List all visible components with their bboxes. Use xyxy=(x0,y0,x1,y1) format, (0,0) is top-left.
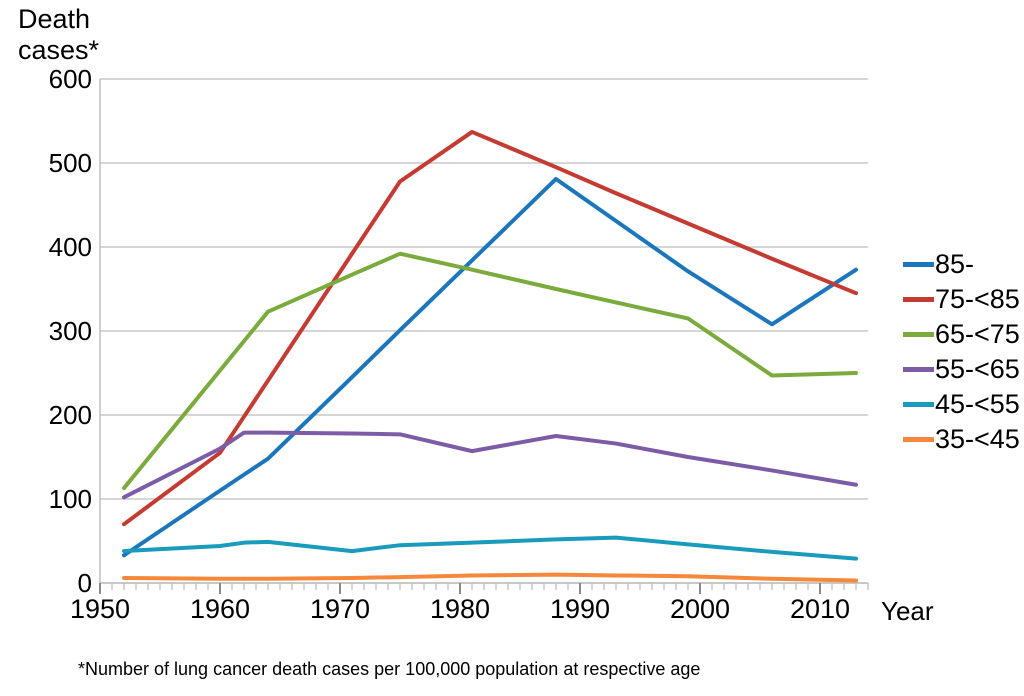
footnote: *Number of lung cancer death cases per 1… xyxy=(78,659,701,679)
horizontal-gridlines xyxy=(100,78,868,584)
y-tick-label-300: 300 xyxy=(48,316,92,346)
x-tick-label-1950: 1950 xyxy=(69,594,131,624)
series-line-65-<75 xyxy=(122,251,858,491)
data-series-lines xyxy=(122,129,858,583)
legend-label: 65-<75 xyxy=(935,319,1020,349)
y-tick-label-0: 0 xyxy=(77,568,92,598)
legend: 85- 75-<85 65-<75 55-<65 45-<55 35-<45 xyxy=(903,247,1020,457)
legend-swatch-icon xyxy=(903,332,934,337)
legend-swatch-icon xyxy=(903,297,934,302)
x-tick-label-1970: 1970 xyxy=(309,594,371,624)
y-tick-label-500: 500 xyxy=(48,148,92,178)
legend-item-85-: 85- xyxy=(903,247,1020,282)
legend-label: 85- xyxy=(935,249,975,279)
series-line-45-<55 xyxy=(122,535,858,561)
x-tick-label-1960: 1960 xyxy=(189,594,251,624)
axes xyxy=(99,79,868,593)
legend-item-45-<55: 45-<55 xyxy=(903,387,1020,422)
series-line-85- xyxy=(122,176,858,558)
legend-item-55-<65: 55-<65 xyxy=(903,352,1020,387)
legend-label: 45-<55 xyxy=(935,389,1020,419)
legend-item-35-<45: 35-<45 xyxy=(903,422,1020,457)
series-line-75-<85 xyxy=(122,129,858,527)
y-axis-title: Death cases* xyxy=(18,4,100,65)
x-tick-label-1980: 1980 xyxy=(429,594,491,624)
x-axis-title: Year xyxy=(881,596,934,626)
series-line-35-<45 xyxy=(122,572,858,583)
legend-label: 75-<85 xyxy=(935,284,1020,314)
y-tick-label-400: 400 xyxy=(48,232,92,262)
series-line-55-<65 xyxy=(122,430,858,500)
legend-item-65-<75: 65-<75 xyxy=(903,317,1020,352)
legend-item-75-<85: 75-<85 xyxy=(903,282,1020,317)
legend-swatch-icon xyxy=(903,367,934,372)
legend-swatch-icon xyxy=(903,262,934,267)
x-tick-label-1990: 1990 xyxy=(549,594,611,624)
x-tick-label-2010: 2010 xyxy=(789,594,851,624)
y-tick-label-200: 200 xyxy=(48,400,92,430)
legend-label: 55-<65 xyxy=(935,354,1020,384)
y-tick-label-600: 600 xyxy=(48,64,92,94)
legend-swatch-icon xyxy=(903,402,934,407)
legend-swatch-icon xyxy=(903,437,934,442)
x-tick-label-2000: 2000 xyxy=(669,594,731,624)
y-tick-label-100: 100 xyxy=(48,484,92,514)
legend-label: 35-<45 xyxy=(935,424,1020,454)
x-axis-ticks xyxy=(99,583,869,594)
